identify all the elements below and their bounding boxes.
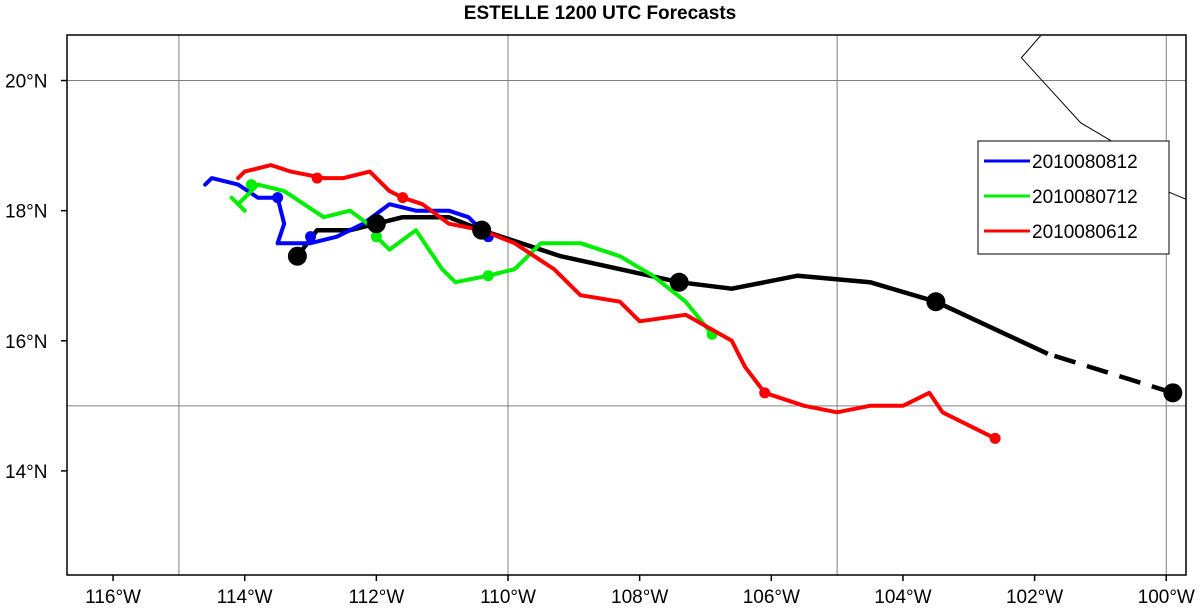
x-tick-label: 108°W [611, 587, 668, 608]
forecast-marker-2010080612 [397, 192, 409, 204]
x-tick-label: 112°W [348, 587, 404, 608]
forecast-marker-2010080612 [989, 432, 1001, 444]
x-tick-label: 102°W [1006, 587, 1063, 608]
y-tick-label: 16°N [5, 332, 47, 353]
legend-label-series-2: 2010080712 [1032, 187, 1138, 208]
best-track-marker [1163, 383, 1183, 403]
x-tick-label: 116°W [85, 587, 141, 608]
forecast-marker-2010080812 [272, 192, 284, 204]
y-tick-label: 20°N [5, 72, 47, 93]
forecast-marker-2010080812 [305, 231, 317, 243]
y-tick-label: 14°N [5, 462, 47, 483]
forecast-marker-2010080612 [759, 387, 771, 399]
forecast-marker-2010080712 [370, 231, 382, 243]
best-track-marker [669, 272, 689, 292]
best-track-marker [287, 246, 307, 266]
axis-ticks: 116°W 114°W 112°W 110°W 108°W 106°W 104°W 102°W… [5, 72, 1195, 608]
x-tick-label: 114°W [217, 587, 273, 608]
best-track-marker [926, 292, 946, 312]
legend: 2010080812 2010080712 2010080612 [977, 140, 1170, 255]
legend-label-series-1: 2010080812 [1032, 152, 1138, 173]
plot-frame [66, 34, 1187, 576]
gridlines [67, 35, 1186, 575]
best-track-marker [366, 214, 386, 234]
forecast-marker-2010080712 [482, 270, 494, 282]
x-tick-label: 106°W [743, 587, 800, 608]
y-tick-label: 18°N [5, 202, 47, 223]
coastline-path [1020, 35, 1186, 200]
x-tick-label: 104°W [874, 587, 931, 608]
best-track-marker [472, 220, 492, 240]
forecast-track-line-2010080612 [236, 163, 998, 441]
x-tick-label: 100°W [1138, 587, 1195, 608]
tracks [203, 163, 1183, 444]
forecast-marker-2010080612 [311, 172, 323, 184]
legend-label-series-3: 2010080612 [1032, 222, 1138, 243]
forecast-marker-2010080712 [245, 179, 257, 191]
best-track-dashed-line [1047, 351, 1174, 395]
forecast-track-line-2010080712 [229, 182, 715, 337]
chart-title: ESTELLE 1200 UTC Forecasts [464, 3, 736, 24]
x-tick-label: 110°W [480, 587, 536, 608]
coastline [1020, 35, 1186, 200]
